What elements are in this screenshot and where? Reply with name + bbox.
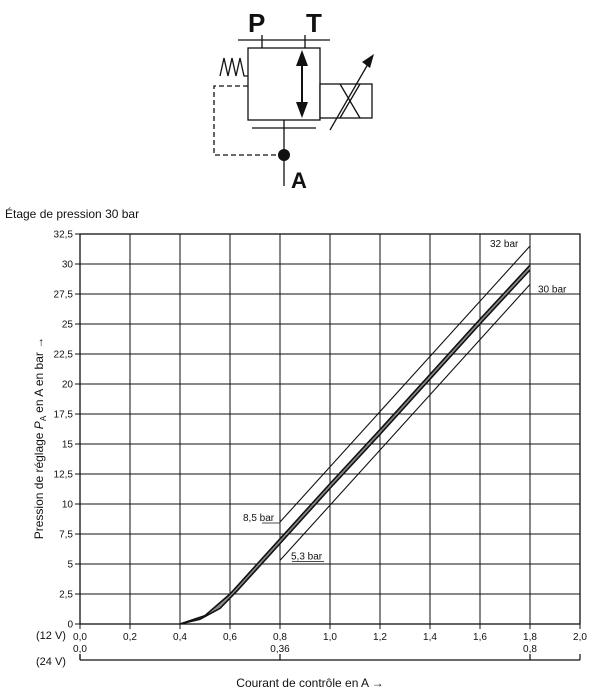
annotation-label: 5,3 bar [291,551,323,562]
y-tick-label: 27,5 [54,290,74,301]
chart-title: Étage de pression 30 bar [5,206,139,221]
y-tick-label: 30 [62,260,74,271]
x-tick-label: 0,2 [123,632,137,643]
pilot-line [213,85,284,156]
tolerance-line-label: 30 bar [538,284,567,295]
flow-arrow-down-icon [296,102,308,118]
x-tick-label: 0,4 [173,632,187,643]
spring-icon [219,57,248,77]
characteristic-line [179,264,531,625]
x-tick-label: 1,2 [373,632,387,643]
x-label-arrow: → [372,676,384,690]
junction-dot [278,149,290,161]
x-tick-label: 0,8 [273,632,287,643]
x-tick-label: 0,6 [223,632,237,643]
axis-24v-tick-label: 0,0 [73,644,87,655]
y-tick-label: 20 [62,380,74,391]
port-t-label: T [306,8,322,38]
x-tick-label: 2,0 [573,632,587,643]
axis-24v-tick-label: 0,36 [270,644,290,655]
y-label-main: Pression de réglage [32,432,46,539]
tick-layer: 0,0 0,2 0,4 0,6 0,8 1,0 1,2 1,4 1,6 1,8 2,0 0 2,5 5 7,… [54,230,588,644]
characteristic-line [179,269,531,625]
y-tick-label: 17,5 [54,410,74,421]
x-label-main: Courant de contrôle en A [236,676,369,690]
y-tick-label: 5 [67,560,73,571]
y-tick-label: 25 [62,320,74,331]
characteristic-band [180,265,530,624]
y-label-symbol: P [32,421,46,429]
solenoid-diag-2 [339,83,361,119]
y-tick-label: 12,5 [54,470,74,481]
axis-12v-label: (12 V) [36,630,66,642]
axis-24v-tick-label: 0,8 [523,644,537,655]
solenoid-box [319,83,373,119]
x-axis-label: Courant de contrôle en A → [236,676,383,690]
flow-arrow-up-icon [296,50,308,66]
y-tick-label: 22,5 [54,350,74,361]
y-tick-label: 2,5 [59,590,73,601]
series-layer: 32 bar 30 bar 8,5 bar 5,3 bar [179,239,567,625]
x-tick-label: 1,6 [473,632,487,643]
proportional-arrow-line [329,63,369,131]
y-tick-label: 32,5 [54,230,74,241]
y-tick-label: 7,5 [59,530,73,541]
y-label-arrow: → [32,337,46,349]
x-tick-label: 1,4 [423,632,437,643]
tolerance-line [279,245,531,523]
axis-24v: 0,0 0,36 0,8 [73,644,581,661]
y-axis-label-text: Pression de réglage PAen A en bar → [32,337,48,540]
x-tick-label: 1,8 [523,632,537,643]
tolerance-line-label: 32 bar [490,239,519,250]
x-tick-label: 1,0 [323,632,337,643]
axis-24v-label: (24 V) [36,656,66,668]
y-tick-label: 0 [67,620,73,631]
port-a-label: A [291,168,307,193]
proportional-arrow-icon [362,54,374,68]
y-tick-label: 15 [62,440,74,451]
port-p-label: P [248,8,265,38]
annotation-label: 8,5 bar [243,513,275,524]
tolerance-line [279,284,531,561]
y-label-suffix: en A en bar [32,352,46,413]
y-label-subscript: A [39,415,48,421]
y-tick-label: 10 [62,500,74,511]
x-tick-label: 0,0 [73,632,87,643]
y-axis-label: Pression de réglage PAen A en bar → [32,337,48,540]
valve-symbol [213,35,374,186]
valve-body [247,47,321,121]
